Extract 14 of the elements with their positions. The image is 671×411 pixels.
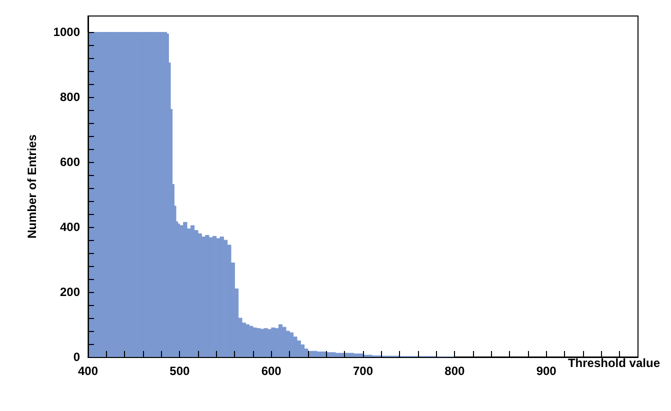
x-axis-title: Threshold value: [568, 356, 660, 370]
x-tick-label: 700: [352, 364, 374, 378]
x-tick-label: 900: [536, 364, 557, 378]
y-tick-label: 400: [60, 220, 80, 234]
x-tick-label: 500: [170, 364, 190, 378]
x-tick-label: 400: [78, 364, 98, 378]
y-tick-label: 200: [60, 285, 80, 300]
y-tick-label: 600: [60, 155, 80, 170]
y-axis-title: Number of Entries: [25, 134, 39, 239]
x-tick-label: 800: [444, 364, 465, 378]
y-tick-label: 800: [60, 90, 80, 104]
x-tick-label: 600: [261, 364, 282, 378]
y-tick-label: 1000: [53, 25, 80, 40]
y-tick-label: 0: [73, 350, 80, 364]
